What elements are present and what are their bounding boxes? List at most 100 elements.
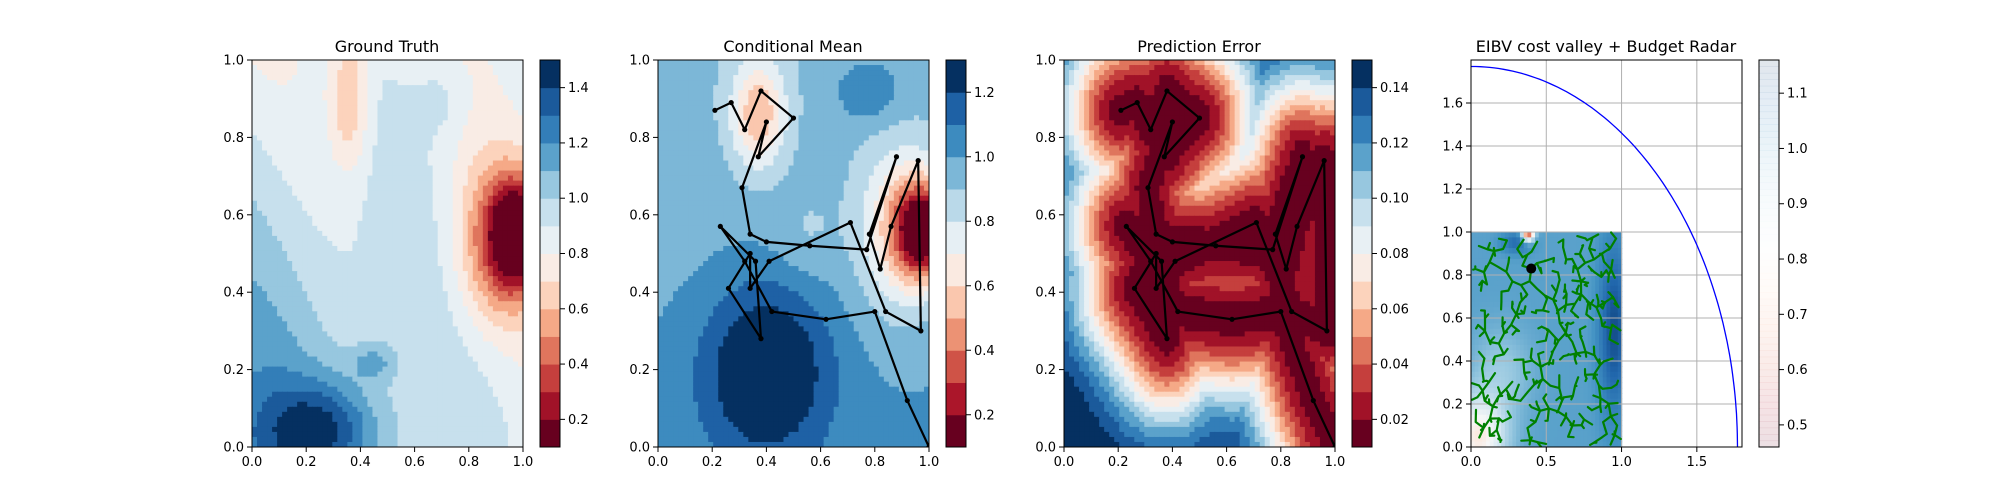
field-cell <box>317 301 323 307</box>
field-cell <box>252 216 258 222</box>
field-cell <box>508 397 514 403</box>
field-cell <box>418 281 424 287</box>
field-cell <box>292 301 298 307</box>
field-cell <box>312 306 318 312</box>
field-cell <box>257 231 263 237</box>
field-cell <box>443 140 449 146</box>
field-cell <box>342 65 348 71</box>
field-cell <box>884 70 890 76</box>
field-cell <box>382 100 388 106</box>
field-cell <box>297 221 303 227</box>
field-cell <box>814 125 820 131</box>
field-cell <box>443 266 449 272</box>
field-cell <box>448 70 454 76</box>
field-cell <box>342 70 348 76</box>
field-cell <box>287 176 293 182</box>
field-cell <box>377 402 383 408</box>
field-cell <box>733 95 739 101</box>
field-cell <box>438 331 444 337</box>
field-cell <box>678 90 684 96</box>
field-cell <box>377 176 383 182</box>
field-cell <box>773 80 779 86</box>
field-cell <box>277 407 283 413</box>
field-cell <box>388 236 394 242</box>
field-cell <box>267 120 273 126</box>
field-cell <box>423 231 429 237</box>
field-cell <box>403 135 409 141</box>
field-cell <box>849 120 855 126</box>
field-cell <box>312 191 318 197</box>
field-cell <box>728 115 734 121</box>
field-cell <box>252 181 258 187</box>
field-cell <box>443 95 449 101</box>
field-cell <box>413 377 419 383</box>
field-cell <box>498 331 504 337</box>
field-cell <box>367 171 373 177</box>
field-cell <box>493 206 499 212</box>
colorbar-band <box>540 60 560 88</box>
field-cell <box>493 226 499 232</box>
field-cell <box>478 352 484 358</box>
field-cell <box>498 306 504 312</box>
field-cell <box>824 120 830 126</box>
field-cell <box>252 145 258 151</box>
field-cell <box>342 261 348 267</box>
field-cell <box>357 251 363 257</box>
field-cell <box>357 306 363 312</box>
field-cell <box>513 422 519 428</box>
field-cell <box>443 336 449 342</box>
field-cell <box>468 331 474 337</box>
field-cell <box>413 296 419 302</box>
field-cell <box>292 407 298 413</box>
field-cell <box>398 130 404 136</box>
field-cell <box>292 75 298 81</box>
field-cell <box>377 311 383 317</box>
field-cell <box>403 306 409 312</box>
field-cell <box>372 241 378 247</box>
field-cell <box>377 437 383 443</box>
field-cell <box>458 281 464 287</box>
field-cell <box>327 256 333 262</box>
field-cell <box>834 75 840 81</box>
field-cell <box>252 75 258 81</box>
field-cell <box>448 181 454 187</box>
field-cell <box>403 372 409 378</box>
field-cell <box>819 110 825 116</box>
field-cell <box>272 186 278 192</box>
field-cell <box>508 296 514 302</box>
field-cell <box>683 70 689 76</box>
field-cell <box>493 135 499 141</box>
field-cell <box>513 75 519 81</box>
field-cell <box>433 251 439 257</box>
field-cell <box>252 186 258 192</box>
field-cell <box>327 266 333 272</box>
field-cell <box>814 85 820 91</box>
field-cell <box>413 432 419 438</box>
field-cell <box>287 246 293 252</box>
field-cell <box>317 140 323 146</box>
field-cell <box>693 95 699 101</box>
field-cell <box>382 246 388 252</box>
field-cell <box>418 437 424 443</box>
field-cell <box>478 301 484 307</box>
field-cell <box>859 115 865 121</box>
field-cell <box>448 427 454 433</box>
field-cell <box>252 417 258 423</box>
field-cell <box>448 241 454 247</box>
field-cell <box>352 346 358 352</box>
field-cell <box>267 110 273 116</box>
field-cell <box>408 70 414 76</box>
field-cell <box>332 311 338 317</box>
field-cell <box>272 281 278 287</box>
field-cell <box>372 90 378 96</box>
field-cell <box>312 196 318 202</box>
field-cell <box>362 145 368 151</box>
field-cell <box>267 296 273 302</box>
field-cell <box>372 341 378 347</box>
field-cell <box>483 412 489 418</box>
field-cell <box>408 90 414 96</box>
field-cell <box>448 286 454 292</box>
field-cell <box>403 382 409 388</box>
field-cell <box>312 181 318 187</box>
field-cell <box>423 316 429 322</box>
